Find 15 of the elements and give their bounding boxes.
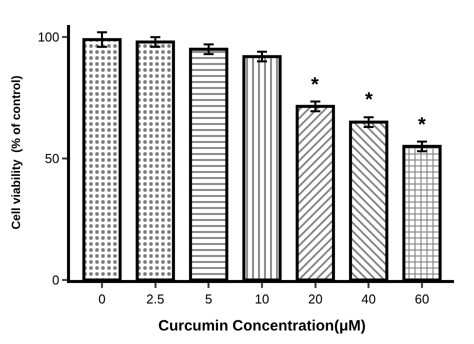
x-tick-label: 60	[414, 292, 430, 307]
x-tick-label: 10	[254, 292, 270, 307]
x-tick-label: 20	[308, 292, 323, 307]
annotation: *	[365, 89, 373, 111]
annotation: *	[311, 74, 319, 96]
y-axis-title: Cell viability (% of control)	[8, 75, 23, 230]
y-tick-label: 100	[38, 30, 60, 45]
x-tick-label: 40	[361, 292, 376, 307]
x-tick-label: 2.5	[146, 292, 164, 307]
x-tick-label: 5	[205, 292, 212, 307]
y-tick-label: 0	[52, 272, 60, 288]
x-axis-title: Curcumin Concentration(μM)	[158, 318, 366, 335]
y-tick-label: 50	[44, 151, 60, 166]
annotation: *	[418, 114, 426, 136]
x-tick-label: 0	[98, 292, 106, 307]
